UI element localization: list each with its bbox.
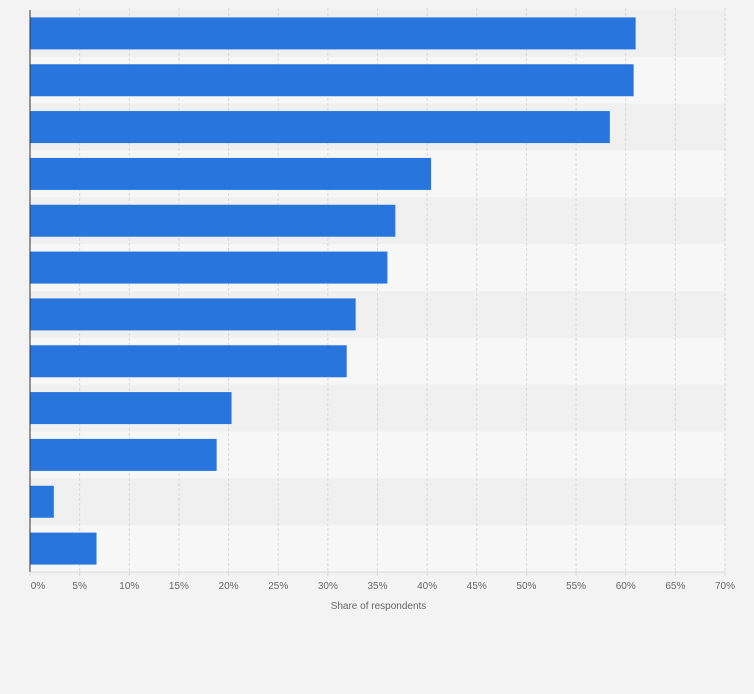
row-band: [30, 478, 725, 526]
bar: [30, 345, 347, 378]
bar: [30, 485, 54, 518]
bar: [30, 438, 217, 471]
x-tick-label: 60%: [616, 581, 636, 592]
bar: [30, 64, 634, 97]
bar-series: [30, 17, 636, 565]
x-axis-ticks: 0% 5% 10% 15% 20% 25% 30% 35% 40% 45% 50% 55% 60% 65%…: [29, 572, 735, 592]
x-tick-label: 35%: [367, 581, 387, 592]
bar: [30, 532, 97, 565]
x-tick-label: 10%: [119, 581, 139, 592]
gridlines: [79, 8, 726, 572]
bar: [30, 111, 610, 144]
bar: [30, 204, 396, 237]
bar: [30, 298, 356, 331]
bar: [30, 392, 232, 425]
x-tick-label: 65%: [665, 581, 685, 592]
x-tick-label: 30%: [318, 581, 338, 592]
x-tick-label: 15%: [169, 581, 189, 592]
x-tick-label: 0%: [31, 581, 46, 592]
x-tick-label: 45%: [467, 581, 487, 592]
x-tick-label: 40%: [417, 581, 437, 592]
x-tick-label: 70%: [715, 581, 735, 592]
bar: [30, 157, 432, 190]
x-axis-title: Share of respondents: [331, 601, 427, 612]
x-tick-label: 5%: [72, 581, 87, 592]
x-tick-label: 25%: [268, 581, 288, 592]
x-tick-label: 50%: [516, 581, 536, 592]
x-tick-label: 20%: [219, 581, 239, 592]
bar: [30, 17, 636, 50]
x-tick-label: 55%: [566, 581, 586, 592]
bar: [30, 251, 388, 284]
